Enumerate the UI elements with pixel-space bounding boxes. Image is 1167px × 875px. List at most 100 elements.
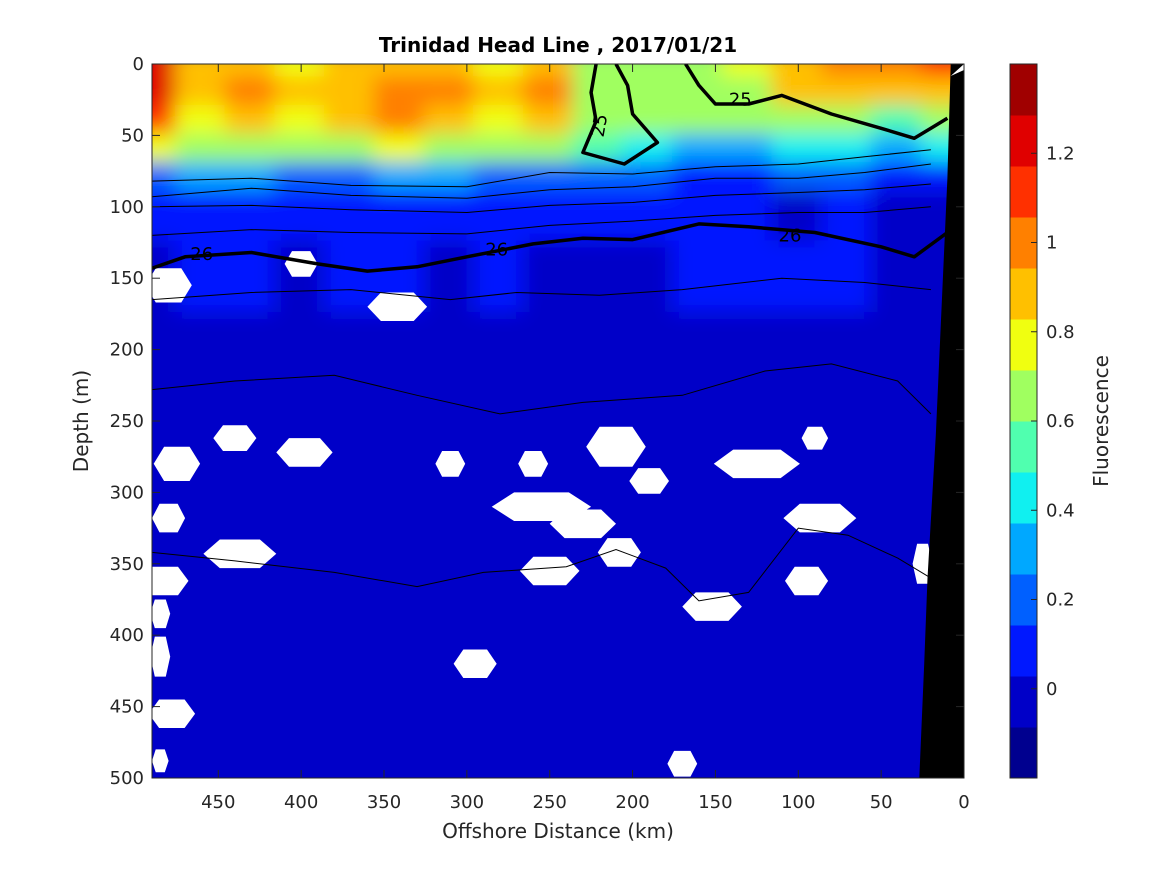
field-cell xyxy=(721,704,776,778)
field-cell xyxy=(274,161,328,195)
field-cell xyxy=(870,419,925,566)
isopycnal-line xyxy=(152,277,931,301)
field-cell xyxy=(423,240,478,316)
field-cell xyxy=(473,76,527,109)
field-cell xyxy=(224,133,279,166)
field-cell xyxy=(324,240,378,316)
seafloor-bathymetry xyxy=(919,64,964,778)
isopycnal-line-25 xyxy=(581,64,660,166)
field-cell xyxy=(522,561,577,709)
field-cell xyxy=(274,190,328,245)
field-cell xyxy=(224,64,279,81)
field-cell xyxy=(821,76,875,109)
field-cell xyxy=(423,190,478,245)
colorbar-segment xyxy=(1010,166,1037,218)
x-tick-label: 200 xyxy=(615,792,649,813)
y-tick-label: 0 xyxy=(133,54,144,75)
y-tick-label: 500 xyxy=(110,768,144,789)
field-cell xyxy=(423,133,478,166)
field-cell xyxy=(324,104,378,138)
colorbar-tick-label: 1.2 xyxy=(1046,143,1075,164)
field-cell xyxy=(274,704,328,778)
field-cell xyxy=(274,64,328,81)
field-cell xyxy=(224,704,279,778)
field-cell xyxy=(522,240,577,316)
field-cell xyxy=(572,240,627,316)
y-tick-label: 250 xyxy=(110,411,144,432)
isopycnal-label: 25 xyxy=(588,112,613,138)
field-cell xyxy=(373,104,428,138)
field-cell xyxy=(721,561,776,709)
field-cell xyxy=(821,704,875,778)
colorbar-segment xyxy=(1010,421,1037,473)
field-cell xyxy=(622,64,676,81)
field-cell xyxy=(473,133,527,166)
colorbar-segment xyxy=(1010,115,1037,167)
y-tick-label: 300 xyxy=(110,482,144,503)
field-cell xyxy=(174,133,229,166)
colorbar-segment xyxy=(1010,268,1037,320)
chart-title: Trinidad Head Line , 2017/01/21 xyxy=(379,33,737,57)
field-cell xyxy=(522,104,577,138)
field-cell xyxy=(174,161,229,195)
isopycnal-line xyxy=(152,163,931,199)
field-cell xyxy=(224,561,279,709)
field-cell xyxy=(224,104,279,138)
isopycnal-line xyxy=(152,149,931,188)
field-cell xyxy=(721,133,776,166)
field-cell xyxy=(473,311,527,423)
field-cell xyxy=(473,190,527,245)
y-tick-label: 350 xyxy=(110,554,144,575)
colorbar-tick-label: 1 xyxy=(1046,233,1057,254)
isopycnal-line-25 xyxy=(684,64,949,141)
field-cell xyxy=(821,419,875,566)
field-cell xyxy=(152,311,179,423)
field-cell xyxy=(324,561,378,709)
no-data-patch xyxy=(213,425,257,451)
field-cell xyxy=(274,133,328,166)
field-cell xyxy=(373,161,428,195)
x-tick-label: 0 xyxy=(958,792,969,813)
isopycnal-line xyxy=(152,527,932,602)
isopycnal-label: 26 xyxy=(779,225,802,246)
fluorescence-field xyxy=(152,64,964,778)
field-cell xyxy=(373,704,428,778)
field-cell xyxy=(324,161,378,195)
field-cell xyxy=(174,64,229,81)
no-data-patch xyxy=(152,749,169,773)
no-data-patch xyxy=(453,649,497,678)
field-cell xyxy=(274,311,328,423)
field-cell xyxy=(373,311,428,423)
x-axis-ticks: 450 400 350 300 250 200 150 100 50 0 xyxy=(201,64,970,813)
no-data-patch xyxy=(629,468,669,494)
field-cell xyxy=(572,76,627,109)
field-cell xyxy=(920,104,964,138)
isopycnal-labels: 25 25 26 26 26 xyxy=(190,90,801,265)
field-cell xyxy=(423,419,478,566)
field-cell xyxy=(324,419,378,566)
colorbar-segment xyxy=(1010,319,1037,371)
colorbar-tick-label: 0.8 xyxy=(1046,322,1075,343)
colorbar-segment xyxy=(1010,370,1037,422)
isopycnal-line xyxy=(152,206,931,236)
thin-isopycnals xyxy=(152,149,932,602)
field-cell xyxy=(572,561,627,709)
field-cell xyxy=(324,76,378,109)
no-data-patch xyxy=(152,599,171,629)
field-cell xyxy=(870,161,925,195)
x-tick-label: 300 xyxy=(450,792,484,813)
no-data-patch xyxy=(152,566,189,596)
field-cell xyxy=(324,133,378,166)
no-data-patch xyxy=(667,750,698,777)
field-cell xyxy=(224,190,279,245)
no-data-patch xyxy=(597,538,641,567)
colorbar-segment xyxy=(1010,625,1037,677)
field-cell xyxy=(274,561,328,709)
no-data-patch xyxy=(276,438,333,467)
nearshore-no-data xyxy=(950,64,964,76)
y-tick-label: 100 xyxy=(110,197,144,218)
field-cell xyxy=(821,104,875,138)
no-data-patch xyxy=(912,543,933,584)
colorbar-tick-label: 0.2 xyxy=(1046,590,1075,611)
seafloor xyxy=(919,64,964,778)
